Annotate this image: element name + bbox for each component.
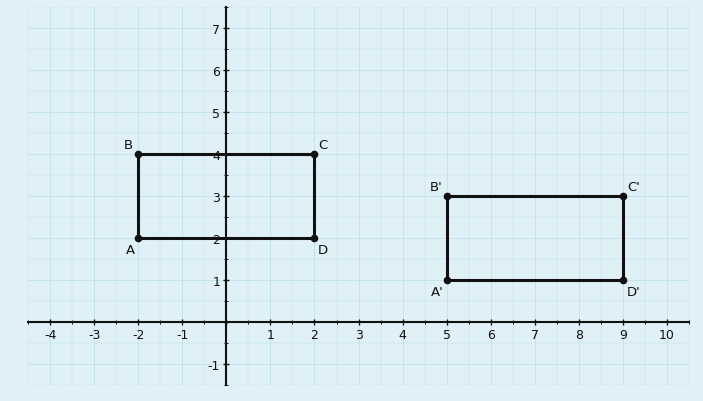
Text: C: C: [318, 139, 327, 152]
Text: C': C': [628, 181, 640, 194]
Text: D: D: [317, 244, 328, 257]
Text: B': B': [430, 181, 442, 194]
Text: D': D': [627, 286, 640, 298]
Text: A: A: [126, 244, 135, 257]
Text: B: B: [124, 139, 133, 152]
Text: A': A': [430, 286, 444, 298]
